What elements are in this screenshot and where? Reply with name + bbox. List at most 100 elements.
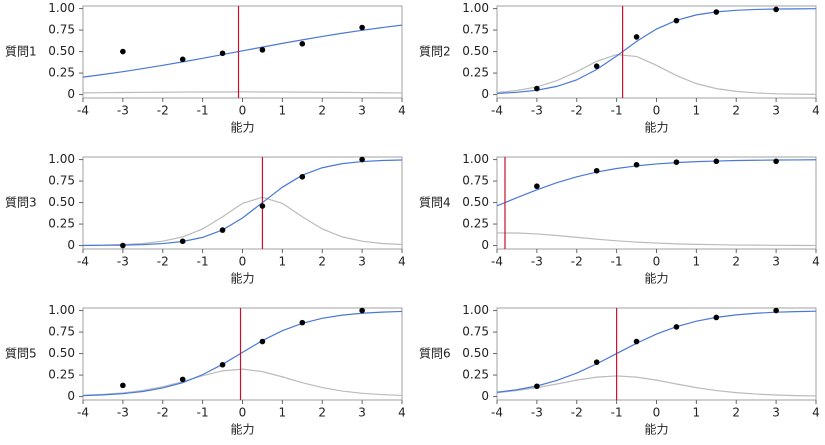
x-tick-label: 2 xyxy=(318,406,326,420)
x-tick-label: 2 xyxy=(318,104,326,118)
y-tick-label: 0 xyxy=(67,389,75,403)
x-tick-label: -3 xyxy=(531,255,543,269)
x-tick-label: 0 xyxy=(653,406,661,420)
y-tick-label: 1.00 xyxy=(48,1,75,15)
x-tick-label: -4 xyxy=(491,255,503,269)
x-tick-label: -4 xyxy=(77,104,89,118)
data-point xyxy=(593,167,600,174)
data-point xyxy=(673,159,680,165)
y-tick-label: 0.25 xyxy=(462,66,489,80)
data-point xyxy=(179,56,186,63)
y-tick-label: 0 xyxy=(481,389,489,403)
y-tick-label: 0 xyxy=(67,87,75,101)
data-point xyxy=(773,6,779,13)
data-point xyxy=(179,376,186,383)
x-tick-label: 4 xyxy=(812,104,820,118)
data-point xyxy=(219,361,226,368)
curve xyxy=(83,368,402,397)
data-point xyxy=(633,161,640,168)
x-tick-label: 1 xyxy=(693,104,701,118)
data-point xyxy=(219,50,226,57)
x-tick-label: 1 xyxy=(279,255,287,269)
x-tick-label: 1 xyxy=(693,406,701,420)
y-tick-label: 1.00 xyxy=(462,303,489,317)
y-tick-label: 0.25 xyxy=(462,368,489,382)
x-tick-label: -2 xyxy=(157,406,169,420)
x-tick-label: -4 xyxy=(491,104,503,118)
data-point xyxy=(120,48,126,55)
y-tick-label: 0.25 xyxy=(48,368,75,382)
data-point xyxy=(534,85,540,92)
y-tick-label: 0.25 xyxy=(462,217,489,231)
data-point xyxy=(299,173,306,180)
y-tick-label: 0.50 xyxy=(48,195,75,209)
x-tick-label: 3 xyxy=(772,406,780,420)
data-point xyxy=(673,324,680,330)
data-point xyxy=(359,307,365,314)
x-tick-label: -2 xyxy=(157,104,169,118)
y-tick-label: 0.75 xyxy=(462,23,489,37)
plot-frame xyxy=(82,5,403,99)
x-tick-label: 1 xyxy=(693,255,701,269)
x-axis-label: 能力 xyxy=(230,423,254,437)
data-point xyxy=(259,338,266,345)
curve xyxy=(497,232,816,247)
x-tick-label: -3 xyxy=(117,406,129,420)
x-axis-label: 能力 xyxy=(644,121,668,135)
data-point xyxy=(593,63,600,69)
data-point xyxy=(633,34,640,40)
y-tick-label: 0 xyxy=(67,238,75,252)
curve xyxy=(83,310,402,397)
data-point xyxy=(773,307,779,314)
data-point xyxy=(713,314,720,321)
x-tick-label: 4 xyxy=(398,104,406,118)
data-point xyxy=(219,227,226,233)
data-point xyxy=(299,41,306,47)
x-tick-label: -1 xyxy=(611,406,623,420)
x-tick-label: 0 xyxy=(239,104,247,118)
data-point xyxy=(773,158,779,165)
x-tick-label: 2 xyxy=(732,406,740,420)
x-tick-label: -3 xyxy=(531,104,543,118)
x-tick-label: -1 xyxy=(197,104,209,118)
data-point xyxy=(673,17,680,24)
x-tick-label: 2 xyxy=(318,255,326,269)
y-tick-label: 1.00 xyxy=(462,1,489,15)
curve xyxy=(83,91,402,94)
x-tick-label: 0 xyxy=(239,255,247,269)
y-tick-label: 0 xyxy=(481,87,489,101)
x-tick-label: -2 xyxy=(571,104,583,118)
data-point xyxy=(593,359,600,365)
curve xyxy=(83,196,402,246)
x-tick-label: 3 xyxy=(358,406,366,420)
data-point xyxy=(359,156,365,163)
plot-frame xyxy=(496,156,817,250)
x-tick-label: -3 xyxy=(531,406,543,420)
x-tick-label: -4 xyxy=(77,255,89,269)
x-axis-label: 能力 xyxy=(644,272,668,286)
x-tick-label: 1 xyxy=(279,104,287,118)
y-axis-label: 質問3 xyxy=(5,195,37,210)
y-tick-label: 1.00 xyxy=(48,152,75,166)
data-point xyxy=(179,238,186,245)
y-tick-label: 0.75 xyxy=(48,174,75,188)
y-tick-label: 0.75 xyxy=(48,325,75,339)
x-tick-label: 0 xyxy=(653,255,661,269)
x-tick-label: -2 xyxy=(157,255,169,269)
x-tick-label: 0 xyxy=(239,406,247,420)
x-tick-label: 1 xyxy=(279,406,287,420)
y-tick-label: 1.00 xyxy=(48,303,75,317)
x-tick-label: 4 xyxy=(812,406,820,420)
y-tick-label: 0.75 xyxy=(462,325,489,339)
x-tick-label: 3 xyxy=(358,104,366,118)
curve xyxy=(497,8,816,95)
data-point xyxy=(713,158,720,165)
data-point xyxy=(534,183,540,190)
data-point xyxy=(359,24,365,31)
data-point xyxy=(120,382,126,389)
data-point xyxy=(633,338,640,345)
curve xyxy=(497,54,816,95)
x-tick-label: -2 xyxy=(571,406,583,420)
x-axis-label: 能力 xyxy=(644,423,668,437)
y-tick-label: 0.50 xyxy=(48,346,75,360)
